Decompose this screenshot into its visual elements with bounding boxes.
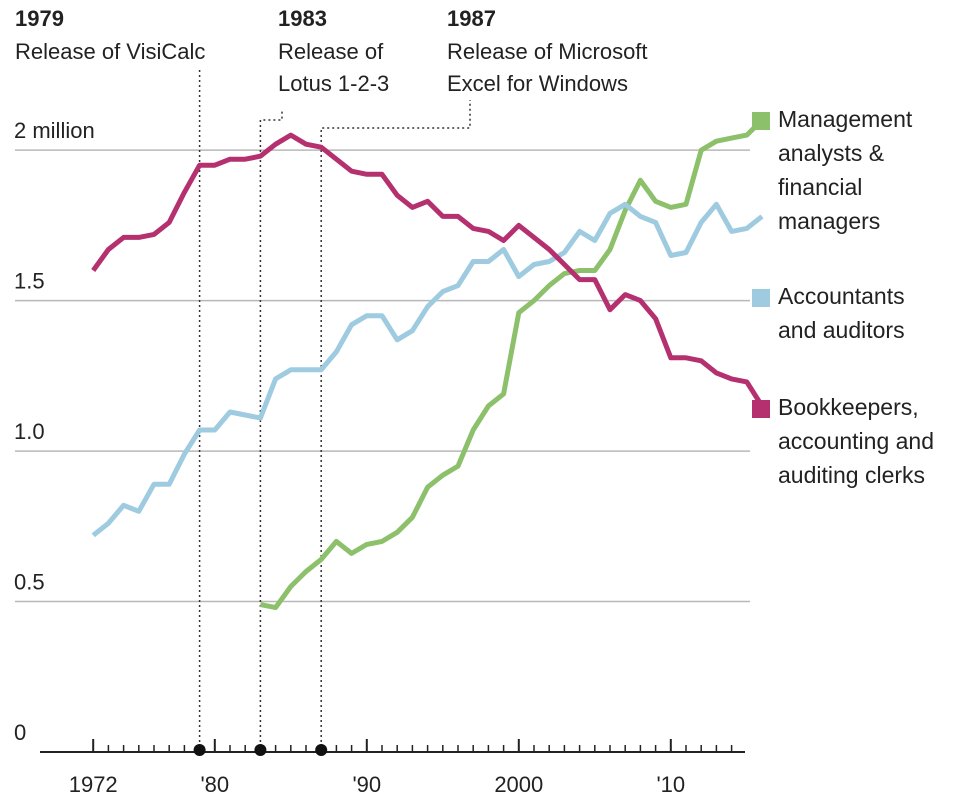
y-tick-label: 1.5 — [14, 269, 45, 294]
legend-label: Accountants and auditors — [778, 283, 905, 343]
annotation-text: Lotus 1-2-3 — [278, 71, 389, 96]
x-tick-label: '80 — [200, 772, 229, 797]
annotation-dot — [315, 744, 328, 756]
y-tick-label: 2 million — [14, 118, 95, 143]
legend-label: Management analysts & financial managers — [778, 106, 913, 234]
series-line — [91, 201, 764, 538]
annotation-text: Release of Microsoft — [447, 39, 648, 64]
y-tick-label: 0 — [14, 720, 26, 745]
annotation-dot — [193, 744, 206, 756]
legend-entry: Management analysts & financial managers — [752, 106, 953, 238]
legend-swatch — [752, 112, 770, 130]
legend-swatch — [752, 400, 770, 418]
legend-label: Bookkeepers, accounting and auditing cle… — [778, 394, 935, 488]
annotation-line — [259, 110, 283, 752]
annotation-year: 1983 — [278, 6, 327, 31]
series-line — [91, 132, 765, 408]
x-tick-label: 2000 — [494, 772, 543, 797]
annotation-text: Excel for Windows — [447, 71, 628, 96]
x-tick-label: '10 — [656, 772, 685, 797]
annotation-text: Release of VisiCalc — [15, 39, 205, 64]
legend-entry: Bookkeepers, accounting and auditing cle… — [752, 394, 963, 492]
y-tick-label: 0.5 — [14, 570, 45, 595]
annotation-year: 1987 — [447, 6, 496, 31]
annotation-dot — [254, 744, 267, 756]
annotation-line — [320, 100, 471, 752]
series-line — [259, 118, 764, 611]
annotation-text: Release of — [278, 39, 384, 64]
y-tick-label: 1.0 — [14, 419, 45, 444]
legend-entry: Accountants and auditors — [752, 283, 938, 347]
legend-swatch — [752, 289, 770, 307]
x-tick-label: 1972 — [69, 772, 118, 797]
annotation-year: 1979 — [15, 6, 64, 31]
x-tick-label: '90 — [352, 772, 381, 797]
